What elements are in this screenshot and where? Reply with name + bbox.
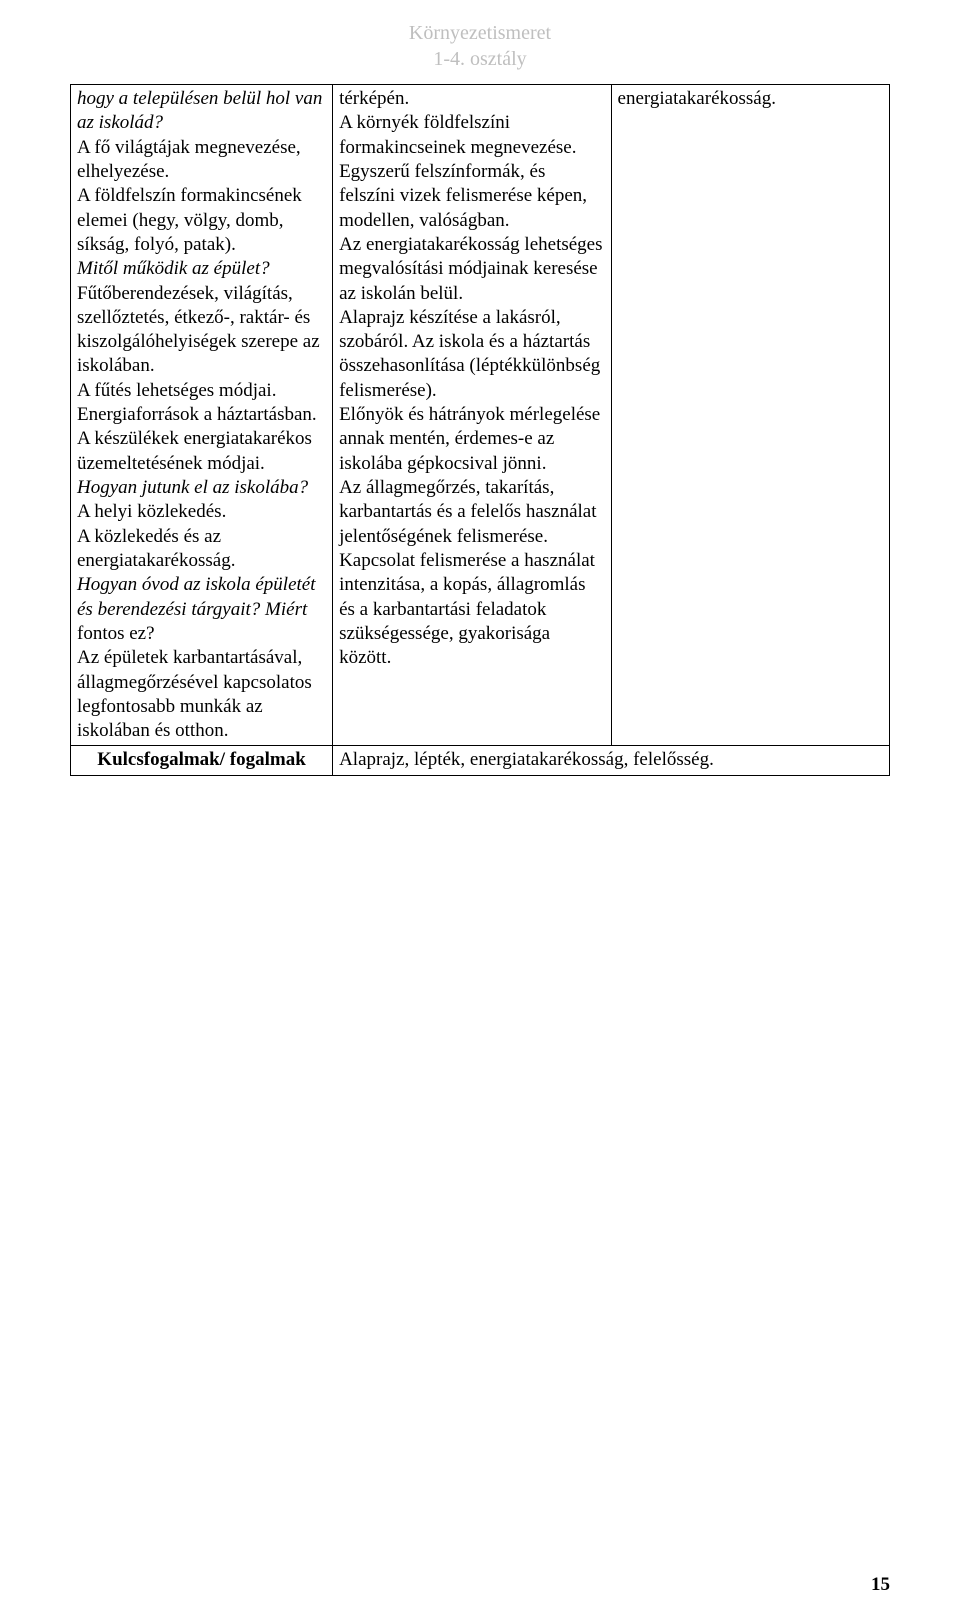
paragraph: Energiaforrások a háztartásban. xyxy=(77,403,326,427)
page-header: Környezetismeret 1-4. osztály xyxy=(70,20,890,72)
cell-activities: térképén. A környék földfelszíni formaki… xyxy=(333,85,611,746)
paragraph: A fő világtájak megnevezése, elhelyezése… xyxy=(77,136,326,185)
header-line-2: 1-4. osztály xyxy=(70,46,890,72)
paragraph: Hogyan óvod az iskola épületét és berend… xyxy=(77,573,326,646)
paragraph: Az energiatakarékosság lehetséges megval… xyxy=(339,233,604,306)
italic-text: hogy a településen belül hol van az isko… xyxy=(77,88,322,133)
paragraph: energiatakarékosság. xyxy=(618,87,883,111)
paragraph: Fűtőberendezések, világítás, szellőzteté… xyxy=(77,282,326,379)
paragraph: A közlekedés és az energiatakarékosság. xyxy=(77,525,326,574)
italic-text: Hogyan óvod az iskola épületét és berend… xyxy=(77,574,316,619)
paragraph: Az állagmegőrzés, takarítás, karbantartá… xyxy=(339,476,604,671)
content-table: hogy a településen belül hol van az isko… xyxy=(70,84,890,776)
paragraph: A helyi közlekedés. xyxy=(77,500,326,524)
italic-text: Mitől működik az épület? xyxy=(77,258,270,279)
table-row: Kulcsfogalmak/ fogalmak Alaprajz, lépték… xyxy=(71,746,890,775)
paragraph: Alaprajz készítése a lakásról, szobáról.… xyxy=(339,306,604,403)
key-concepts-label: Kulcsfogalmak/ fogalmak xyxy=(71,746,333,775)
table-row: hogy a településen belül hol van az isko… xyxy=(71,85,890,746)
italic-text: Hogyan jutunk el az iskolába? xyxy=(77,477,308,498)
header-line-1: Környezetismeret xyxy=(70,20,890,46)
paragraph: Az épületek karbantartásával, állagmegőr… xyxy=(77,646,326,743)
paragraph: A készülékek energiatakarékos üzemelteté… xyxy=(77,427,326,476)
cell-outcome: energiatakarékosság. xyxy=(611,85,889,746)
paragraph: A környék földfelszíni formakincseinek m… xyxy=(339,111,604,233)
plain-text: fontos ez? xyxy=(77,623,155,644)
page-container: Környezetismeret 1-4. osztály hogy a tel… xyxy=(0,0,960,776)
key-concepts-value: Alaprajz, lépték, energiatakarékosság, f… xyxy=(333,746,890,775)
paragraph: A fűtés lehetséges módjai. xyxy=(77,379,326,403)
page-number: 15 xyxy=(871,1574,890,1596)
paragraph: Előnyök és hátrányok mérlegelése annak m… xyxy=(339,403,604,476)
paragraph: A földfelszín formakincsének elemei (heg… xyxy=(77,184,326,257)
paragraph: térképén. xyxy=(339,87,604,111)
cell-topics: hogy a településen belül hol van az isko… xyxy=(71,85,333,746)
